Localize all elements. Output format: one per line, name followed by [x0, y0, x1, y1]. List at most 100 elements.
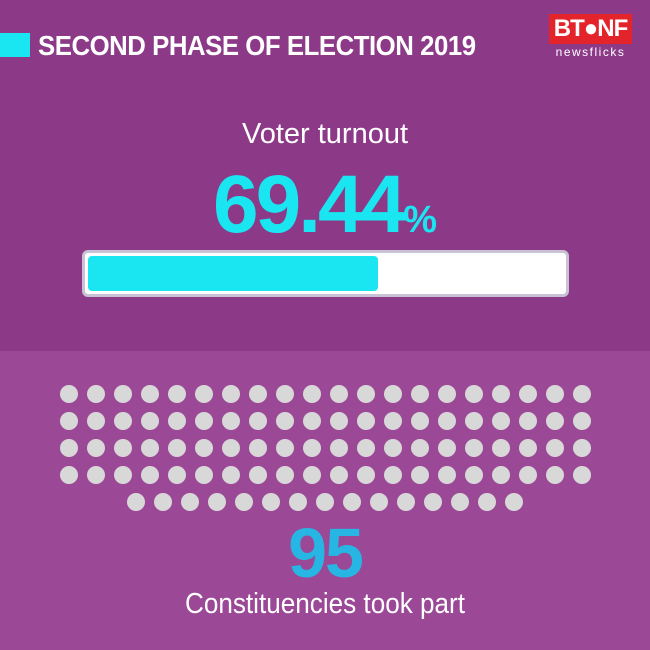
constituency-dot: [451, 493, 469, 511]
constituency-dot: [249, 466, 267, 484]
constituency-dot: [492, 439, 510, 457]
constituency-dot: [60, 385, 78, 403]
constituency-dot: [546, 385, 564, 403]
constituency-dot: [370, 493, 388, 511]
constituency-dot: [465, 412, 483, 430]
constituency-dot: [438, 439, 456, 457]
constituency-dot: [60, 439, 78, 457]
constituency-dot: [384, 412, 402, 430]
constituency-dot: [546, 412, 564, 430]
constituency-dot: [249, 412, 267, 430]
constituency-dot: [276, 439, 294, 457]
constituency-dot: [519, 412, 537, 430]
constituency-dot: [114, 385, 132, 403]
constituency-dot: [303, 466, 321, 484]
constituency-dot: [222, 412, 240, 430]
constituency-dot: [411, 439, 429, 457]
constituency-dot: [249, 385, 267, 403]
constituency-dot: [573, 439, 591, 457]
constituency-dot: [114, 439, 132, 457]
constituency-dot: [343, 493, 361, 511]
constituency-dot: [87, 439, 105, 457]
constituency-dot: [276, 385, 294, 403]
constituency-dot: [195, 466, 213, 484]
turnout-progress-fill: [88, 256, 378, 291]
constituency-dot: [330, 466, 348, 484]
constituency-dot: [519, 439, 537, 457]
constituency-dots: [0, 385, 650, 515]
constituency-dot: [114, 412, 132, 430]
constituency-dot: [195, 385, 213, 403]
constituency-dot: [330, 412, 348, 430]
constituency-dot: [573, 412, 591, 430]
logo-badge: BT●NF: [549, 14, 632, 44]
constituency-dot: [141, 412, 159, 430]
constituency-dot: [195, 439, 213, 457]
constituency-dot: [519, 466, 537, 484]
constituency-dot: [276, 466, 294, 484]
constituency-dot: [303, 385, 321, 403]
logo-mark: BT●NF: [553, 15, 628, 42]
turnout-figure: 69.44%: [0, 158, 650, 252]
constituency-dot: [478, 493, 496, 511]
constituency-dot: [141, 385, 159, 403]
constituency-count: 95: [288, 514, 364, 592]
constituency-dot: [222, 439, 240, 457]
constituency-dot: [235, 493, 253, 511]
constituency-dot: [114, 466, 132, 484]
constituency-dot: [316, 493, 334, 511]
constituency-dot: [546, 466, 564, 484]
constituency-dot: [276, 412, 294, 430]
headline-title: SECOND PHASE OF ELECTION 2019: [38, 30, 476, 61]
constituency-dot: [438, 385, 456, 403]
constituency-dot: [141, 466, 159, 484]
constituency-dot: [87, 466, 105, 484]
constituency-dot: [438, 466, 456, 484]
logo-subtitle: newsflicks: [555, 45, 626, 59]
constituency-dot: [262, 493, 280, 511]
constituency-dot: [411, 385, 429, 403]
constituency-dot: [168, 439, 186, 457]
constituency-dot: [127, 493, 145, 511]
constituency-dot: [87, 385, 105, 403]
constituency-dot: [168, 466, 186, 484]
constituency-dot: [465, 466, 483, 484]
constituency-dot: [222, 466, 240, 484]
constituency-dot: [465, 439, 483, 457]
constituency-dot: [222, 385, 240, 403]
constituency-dot: [357, 412, 375, 430]
constituency-dot: [384, 439, 402, 457]
turnout-percent-sign: %: [403, 199, 437, 241]
constituency-dot: [249, 439, 267, 457]
constituency-dot: [357, 439, 375, 457]
constituency-dot: [303, 439, 321, 457]
constituency-dot: [330, 439, 348, 457]
constituency-dot: [492, 385, 510, 403]
headline-accent-bar: [0, 33, 30, 57]
constituency-dot: [465, 385, 483, 403]
constituency-dot: [168, 385, 186, 403]
constituency-dot: [492, 466, 510, 484]
constituency-dot: [492, 412, 510, 430]
constituency-dot: [330, 385, 348, 403]
constituency-dot: [411, 412, 429, 430]
constituency-dot: [397, 493, 415, 511]
turnout-value: 69.44: [213, 159, 406, 250]
constituency-dot: [505, 493, 523, 511]
constituency-dot: [60, 412, 78, 430]
constituency-dot: [519, 385, 537, 403]
turnout-label: Voter turnout: [241, 118, 409, 150]
constituency-dot: [60, 466, 78, 484]
constituency-dot: [411, 466, 429, 484]
turnout-progress-bar: [82, 250, 569, 297]
constituency-dot: [154, 493, 172, 511]
constituency-dot: [168, 412, 186, 430]
constituency-dot: [573, 385, 591, 403]
constituency-dot: [438, 412, 456, 430]
newsflicks-logo: BT●NF newsflicks: [549, 14, 632, 62]
constituency-dot: [357, 466, 375, 484]
constituency-dot: [141, 439, 159, 457]
constituency-dot: [289, 493, 307, 511]
constituency-dot: [573, 466, 591, 484]
constituency-dot: [87, 412, 105, 430]
